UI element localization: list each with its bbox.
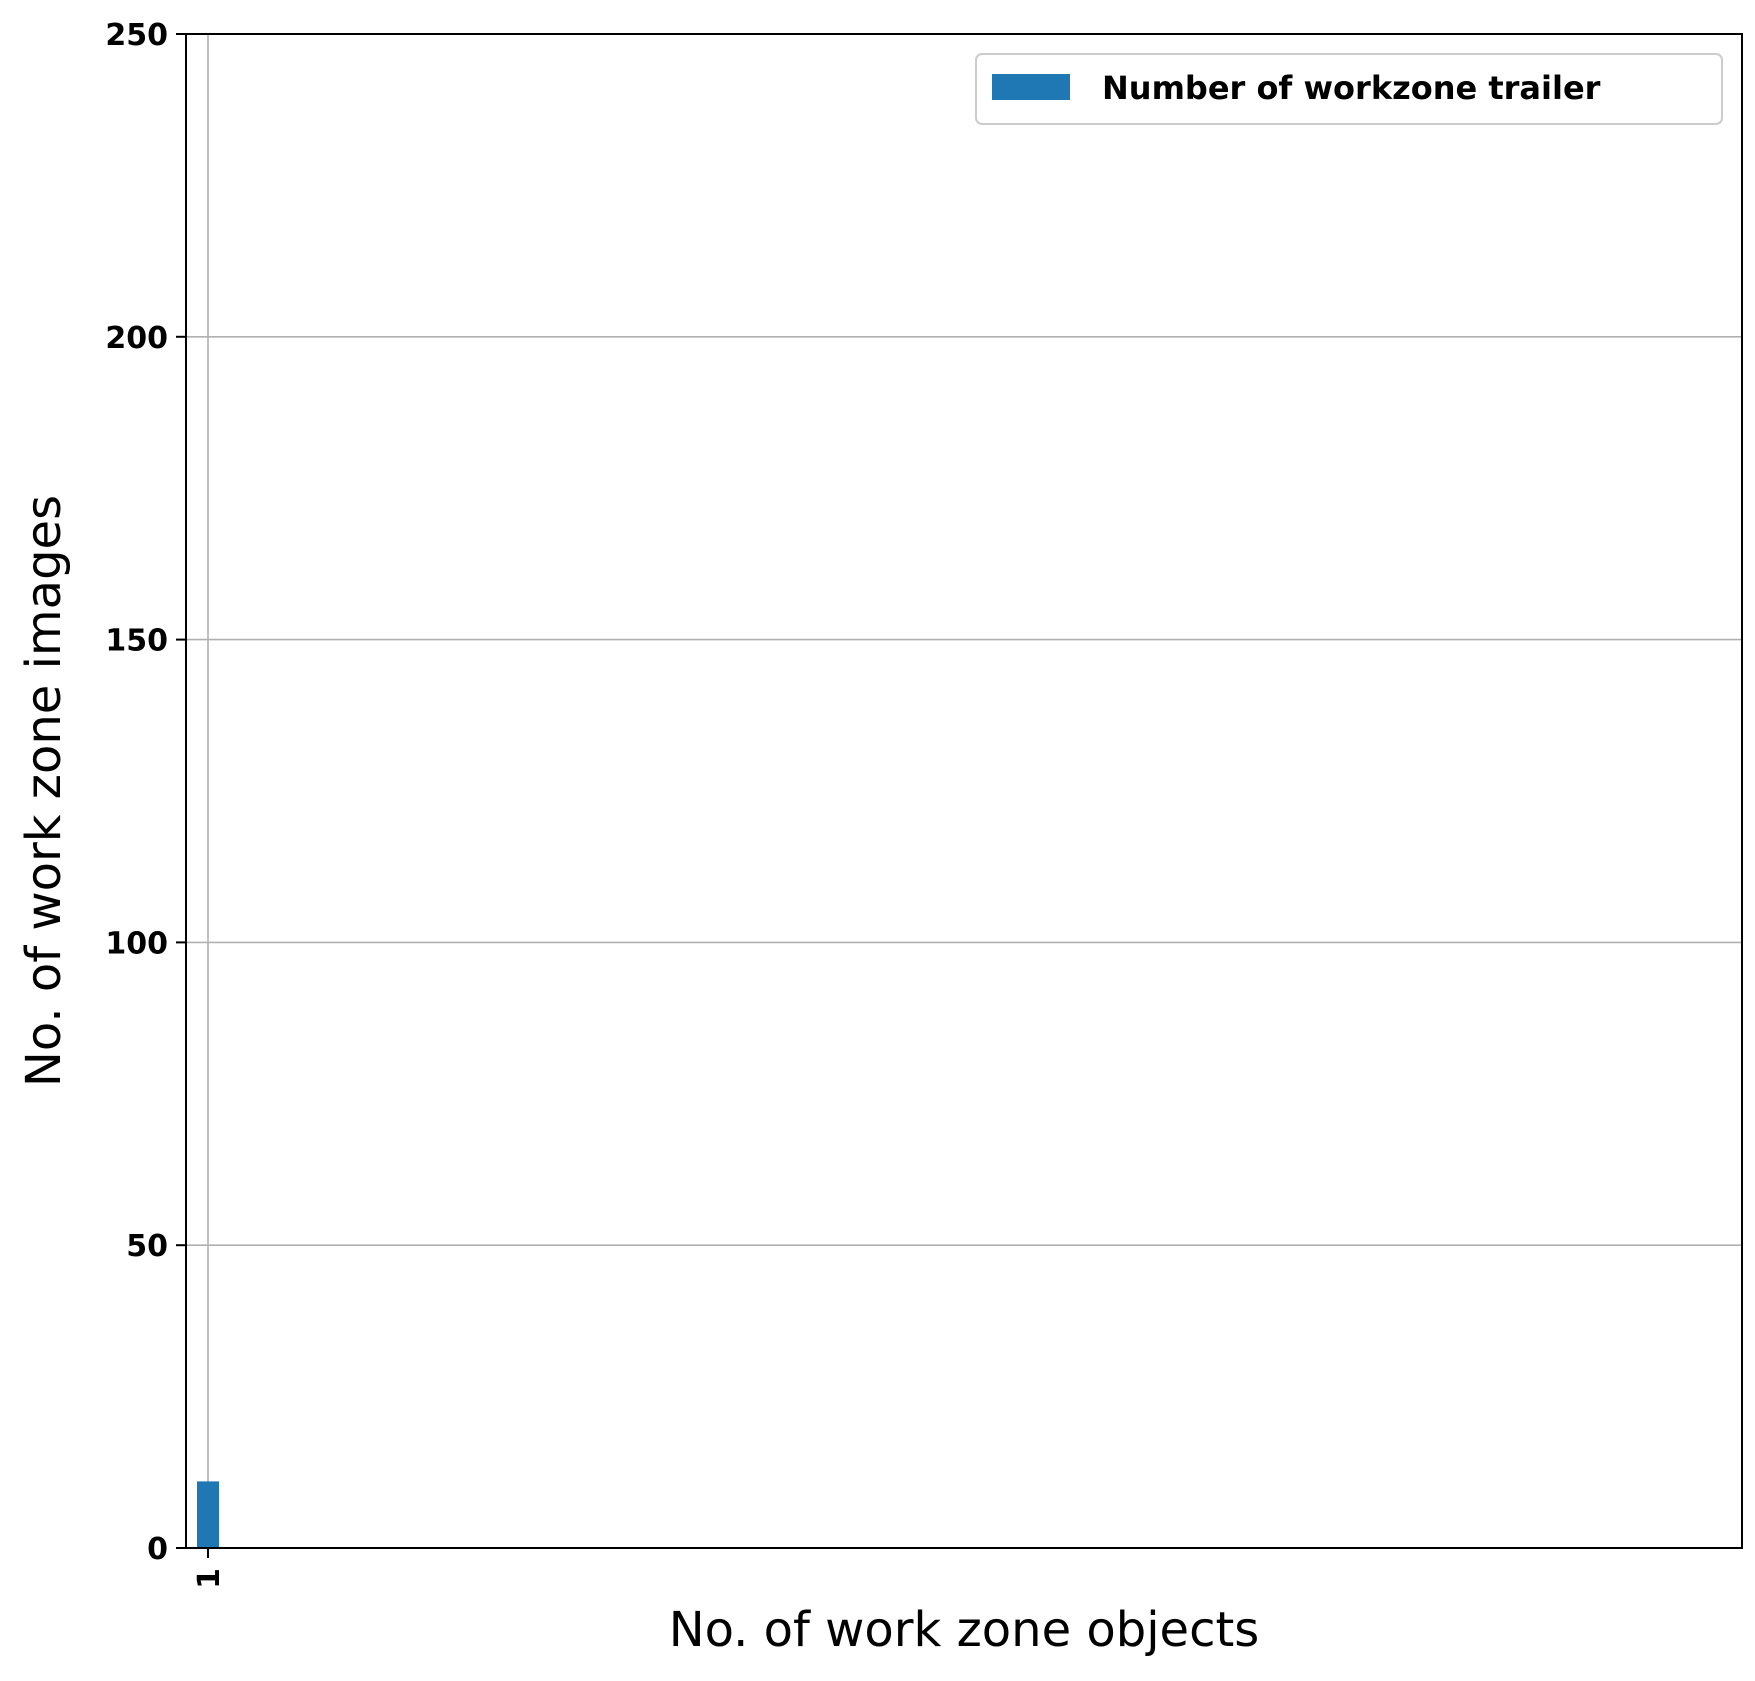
legend-box — [975, 53, 1723, 125]
legend-label: Number of workzone trailer — [1102, 69, 1601, 107]
x-axis-title: No. of work zone objects — [669, 1602, 1260, 1658]
x-tick-label: 1 — [192, 1568, 227, 1589]
y-tick-label: 250 — [105, 18, 168, 53]
legend: Number of workzone trailer — [975, 53, 1723, 125]
legend-swatch — [992, 74, 1070, 100]
axis-ticks: 0 50 100 150 200 250 1 — [105, 18, 227, 1589]
y-tick-label: 0 — [147, 1532, 168, 1567]
y-tick-label: 50 — [126, 1229, 168, 1264]
bars — [197, 1481, 219, 1548]
bar — [197, 1481, 219, 1548]
y-tick-label: 200 — [105, 321, 168, 356]
y-axis-title: No. of work zone images — [16, 495, 72, 1087]
y-tick-label: 100 — [105, 926, 168, 961]
plot-frame — [185, 33, 1743, 1549]
y-tick-label: 150 — [105, 624, 168, 659]
